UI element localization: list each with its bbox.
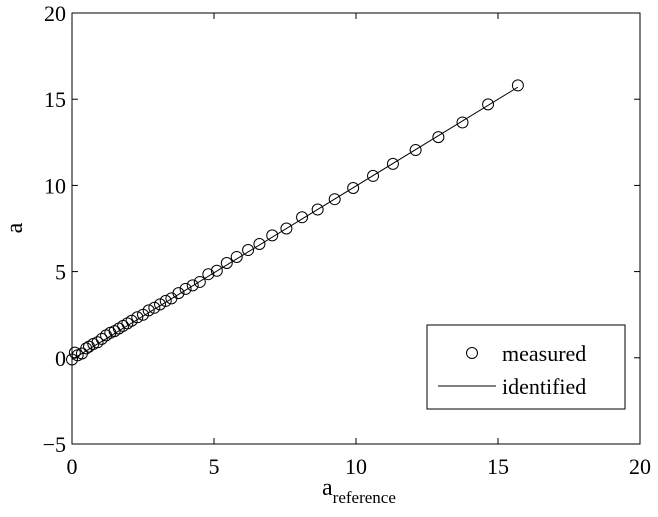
measured-point-36 xyxy=(311,203,324,216)
measured-point-33 xyxy=(266,229,279,242)
measured-point-8 xyxy=(95,332,108,345)
y-tick-label-5: 20 xyxy=(44,1,66,26)
measured-series xyxy=(66,79,524,366)
measured-point-26 xyxy=(193,275,206,288)
legend-label-identified: identified xyxy=(502,374,586,399)
measured-point-21 xyxy=(159,294,172,307)
measured-point-31 xyxy=(242,244,255,257)
y-tick-label-0: −5 xyxy=(43,432,66,457)
x-tick-label-1: 5 xyxy=(209,454,220,479)
measured-point-41 xyxy=(409,144,422,157)
measured-point-43 xyxy=(456,116,469,129)
x-tick-label-2: 10 xyxy=(345,454,367,479)
x-tick-label-0: 0 xyxy=(67,454,78,479)
x-axis-label-main: a xyxy=(322,475,333,501)
legend-box xyxy=(426,324,626,410)
measured-point-45 xyxy=(511,79,524,92)
x-tick-label-4: 20 xyxy=(629,454,651,479)
measured-point-1 xyxy=(68,346,81,359)
measured-point-35 xyxy=(296,211,309,224)
measured-point-4 xyxy=(80,342,93,355)
measured-point-27 xyxy=(202,268,215,281)
measured-point-29 xyxy=(220,256,233,269)
measured-point-34 xyxy=(280,222,293,235)
measured-point-19 xyxy=(148,301,161,314)
measured-point-32 xyxy=(253,238,266,251)
axis-ticks xyxy=(71,12,641,445)
legend-label-measured: measured xyxy=(502,341,586,366)
measured-point-18 xyxy=(142,304,155,317)
measured-point-15 xyxy=(125,314,138,327)
measured-point-37 xyxy=(328,193,341,206)
legend-marker-measured xyxy=(466,347,478,359)
y-tick-label-2: 5 xyxy=(55,260,66,285)
legend: measured identified xyxy=(426,324,626,410)
x-tick-label-3: 15 xyxy=(487,454,509,479)
x-axis-label: areference xyxy=(322,475,396,507)
measured-point-24 xyxy=(179,282,192,295)
y-tick-label-3: 10 xyxy=(44,173,66,198)
identified-line xyxy=(71,86,519,360)
measured-point-38 xyxy=(347,181,360,194)
measured-point-23 xyxy=(172,287,185,300)
y-axis-label: a xyxy=(2,222,28,233)
measured-point-16 xyxy=(131,311,144,324)
measured-point-44 xyxy=(482,98,495,111)
y-tick-label-1: 0 xyxy=(55,346,66,371)
identified-series xyxy=(71,86,519,360)
y-tick-label-4: 15 xyxy=(44,87,66,112)
measured-point-30 xyxy=(230,250,243,263)
measured-point-20 xyxy=(154,298,167,311)
measured-point-42 xyxy=(432,131,445,144)
x-axis-label-subscript: reference xyxy=(333,488,396,507)
measured-point-7 xyxy=(91,336,104,349)
measured-point-28 xyxy=(210,264,223,277)
measured-point-40 xyxy=(386,157,399,170)
measured-point-25 xyxy=(186,279,199,292)
measured-point-39 xyxy=(367,169,380,182)
